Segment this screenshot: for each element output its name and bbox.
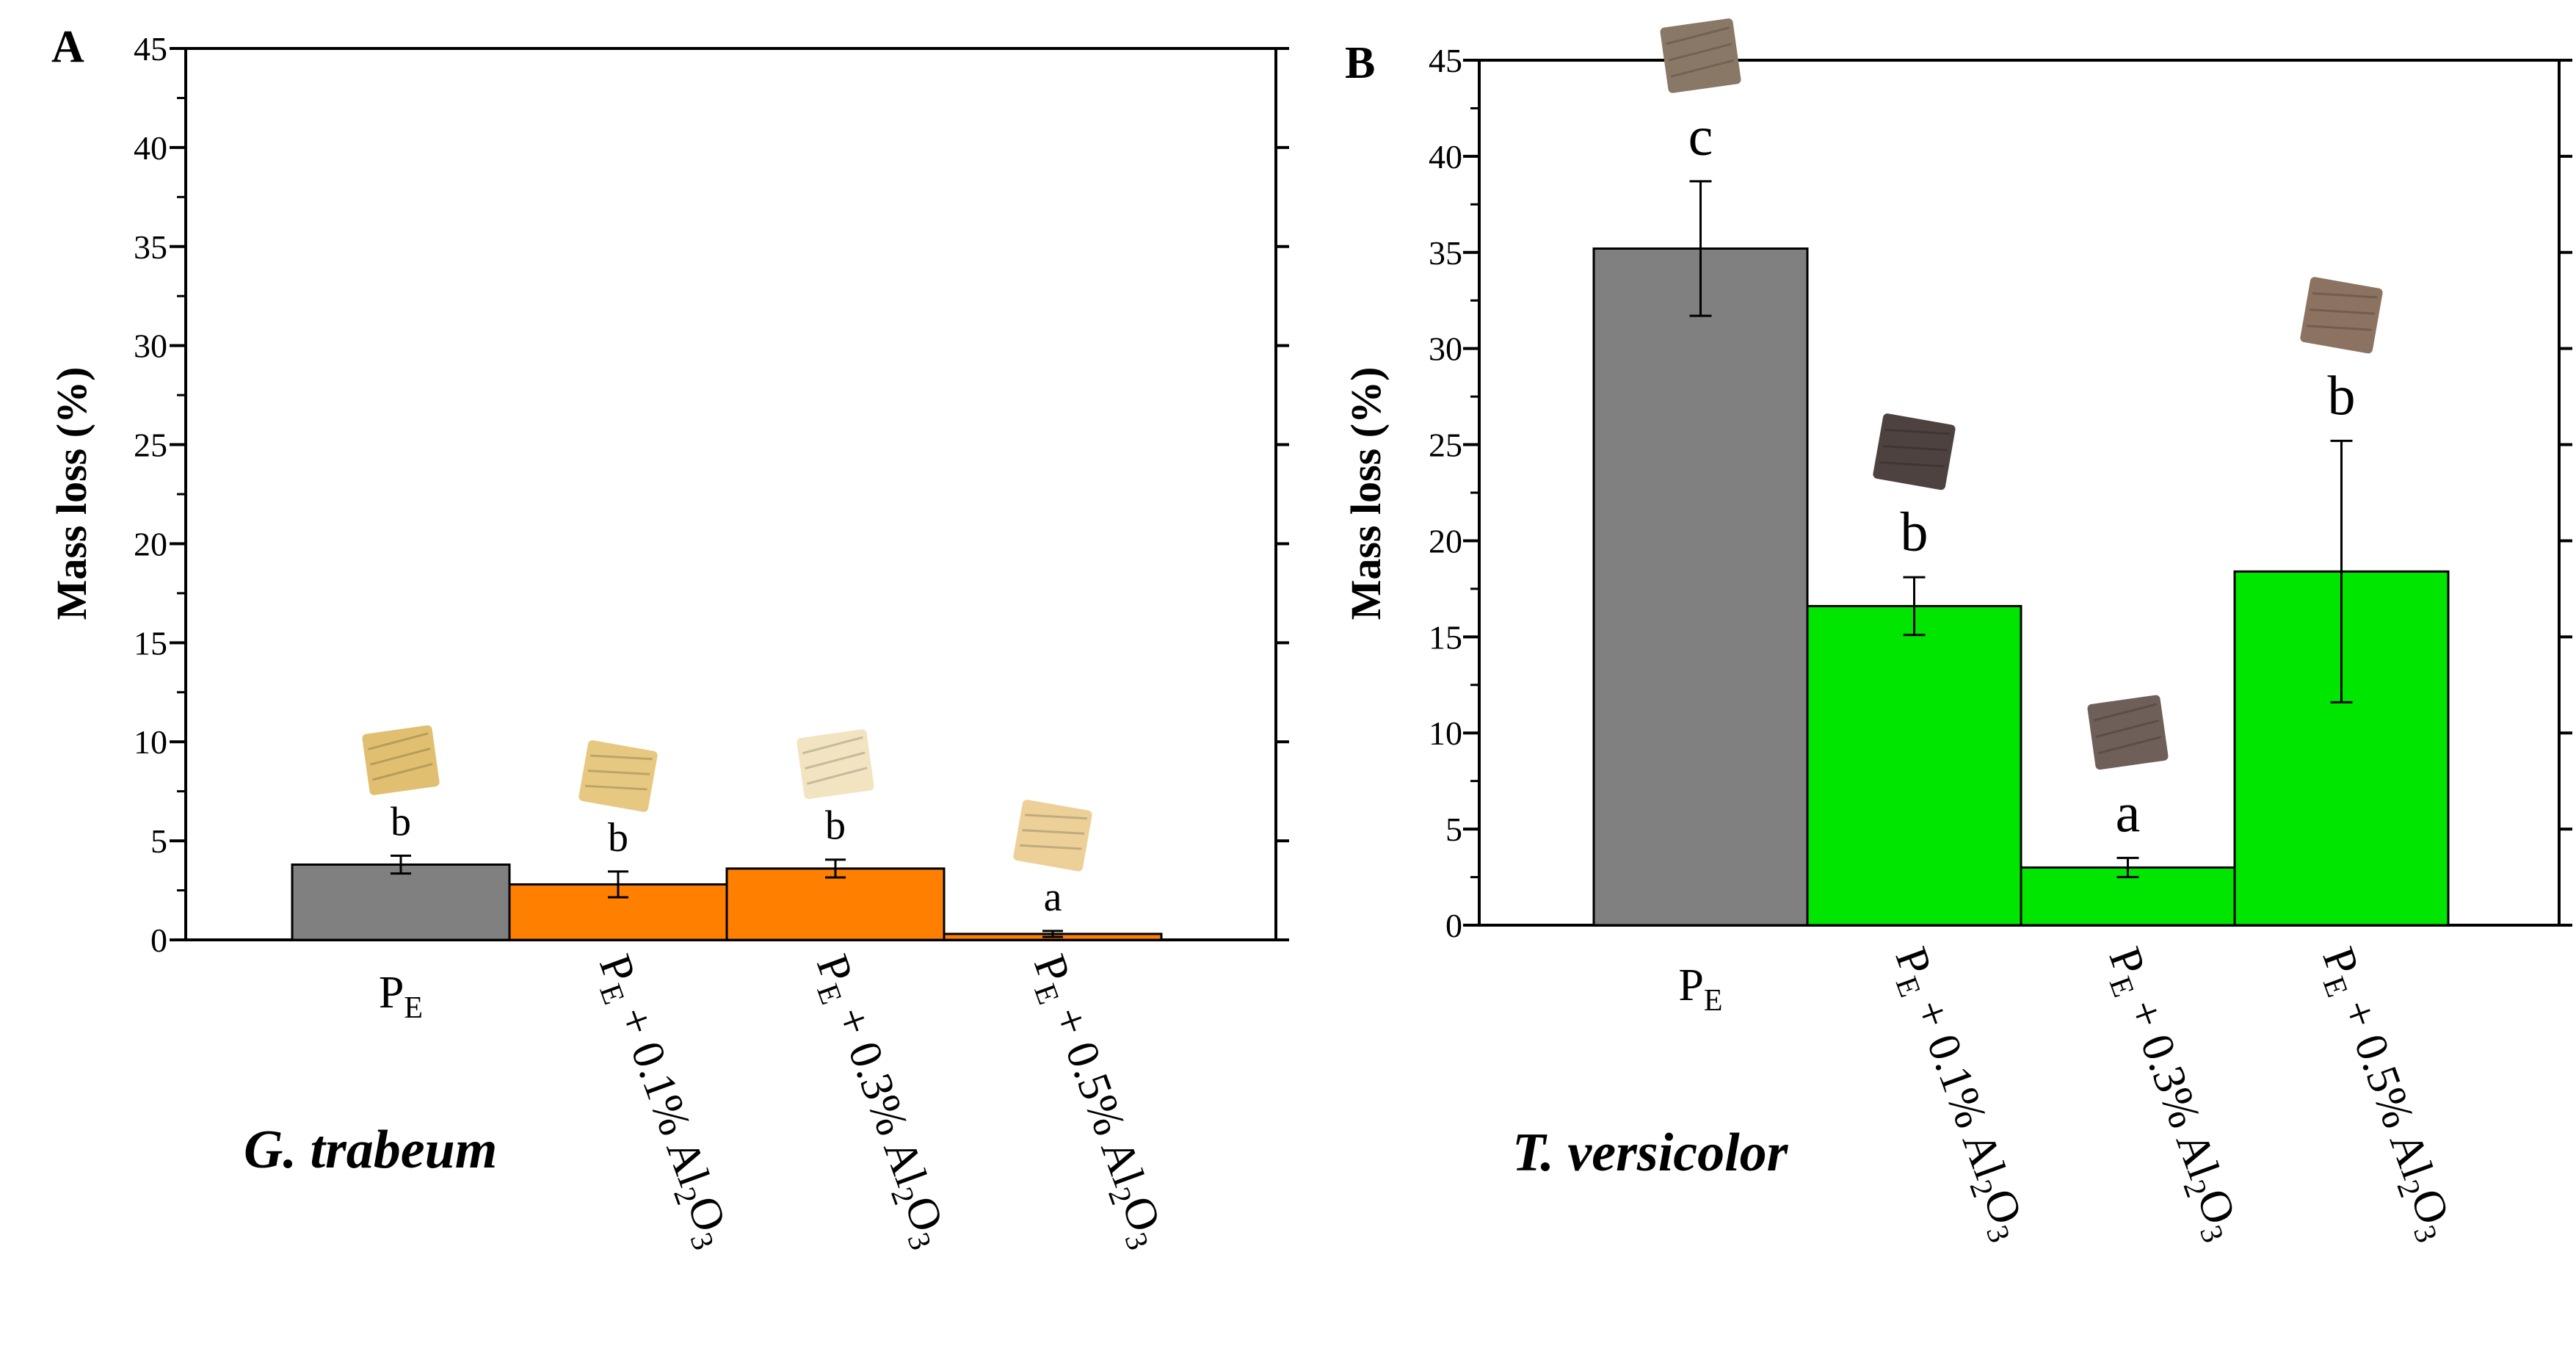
sample-photo bbox=[797, 729, 874, 800]
y-tick-label: 0 bbox=[150, 922, 167, 959]
error-bar bbox=[1689, 180, 1712, 317]
y-tick-label: 45 bbox=[1429, 42, 1462, 79]
panel-a-bars bbox=[291, 863, 1163, 941]
panel-a-letter: A bbox=[51, 22, 84, 72]
category-label: PE + 0.5% Al2O3 bbox=[2307, 941, 2464, 1248]
panel-b-significance-letters: c b a b bbox=[1688, 106, 2356, 844]
sample-photo bbox=[1660, 18, 1741, 93]
significance-letter: a bbox=[1044, 875, 1062, 920]
panel-b-bars bbox=[1592, 247, 2450, 927]
y-tick-label: 10 bbox=[1429, 714, 1462, 752]
panel-b-chart: B 0 5 10 15 20 25 30 35 40 45 c b a b PE PE + 0.1% Al… bbox=[1342, 18, 2572, 1248]
panel-a-error-bars bbox=[391, 854, 1063, 938]
panel-b-letter: B bbox=[1345, 38, 1375, 88]
y-tick-label: 40 bbox=[1429, 138, 1462, 175]
y-tick-label: 30 bbox=[134, 327, 167, 365]
panel-a-plot-frame bbox=[184, 47, 1277, 941]
y-tick-label: 30 bbox=[1429, 330, 1462, 368]
category-label: PE + 0.5% Al2O3 bbox=[1018, 949, 1175, 1255]
error-bar bbox=[2116, 856, 2139, 879]
error-bar bbox=[1042, 930, 1063, 938]
significance-letter: c bbox=[1688, 106, 1713, 167]
panel-a-significance-letters: b b b a bbox=[391, 799, 1062, 920]
error-bar bbox=[391, 854, 411, 875]
bar bbox=[1806, 604, 2022, 927]
sample-photo bbox=[362, 725, 440, 795]
category-label: PE + 0.1% Al2O3 bbox=[584, 949, 741, 1255]
y-tick-label: 5 bbox=[150, 822, 167, 860]
sample-photo bbox=[1873, 413, 1956, 490]
significance-letter: b bbox=[825, 803, 846, 849]
panel-b-y-axis-title: Mass loss (%) bbox=[1342, 367, 1390, 620]
significance-letter: b bbox=[608, 815, 628, 861]
panel-b-y-ticks: 0 5 10 15 20 25 30 35 40 45 bbox=[1429, 42, 2572, 944]
significance-letter: b bbox=[2328, 365, 2356, 427]
bar bbox=[1592, 247, 1809, 927]
y-tick-label: 25 bbox=[1429, 427, 1462, 464]
error-bar bbox=[1903, 576, 1926, 637]
y-tick-label: 40 bbox=[134, 129, 167, 167]
panel-a-y-axis-title: Mass loss (%) bbox=[48, 367, 95, 620]
y-tick-label: 25 bbox=[134, 427, 167, 464]
y-tick-label: 15 bbox=[134, 624, 167, 662]
significance-letter: b bbox=[1901, 502, 1929, 563]
y-tick-label: 10 bbox=[134, 723, 167, 761]
panel-a-organism-label: G. trabeum bbox=[244, 1120, 497, 1180]
panel-b-error-bars bbox=[1689, 180, 2353, 879]
y-tick-label: 0 bbox=[1445, 907, 1462, 944]
y-tick-label: 45 bbox=[134, 30, 167, 68]
y-tick-label: 15 bbox=[1429, 618, 1462, 656]
bar bbox=[725, 867, 946, 941]
error-bar bbox=[825, 858, 846, 879]
y-tick-label: 35 bbox=[134, 228, 167, 266]
panel-a-category-labels: PE PE + 0.1% Al2O3 PE + 0.3% Al2O3 PE + 0.5… bbox=[379, 949, 1175, 1255]
panel-b-sample-photos bbox=[1660, 18, 2383, 770]
y-tick-label: 35 bbox=[1429, 234, 1462, 272]
category-label: PE + 0.1% Al2O3 bbox=[1880, 941, 2037, 1248]
error-bar bbox=[608, 870, 628, 899]
y-tick-label: 20 bbox=[134, 525, 167, 562]
y-tick-label: 5 bbox=[1445, 811, 1462, 848]
sample-photo bbox=[1013, 800, 1092, 872]
panel-b-organism-label: T. versicolor bbox=[1512, 1123, 1789, 1183]
sample-photo bbox=[578, 740, 658, 812]
bar bbox=[291, 863, 511, 941]
significance-letter: a bbox=[2116, 782, 2141, 844]
category-label: PE bbox=[1678, 960, 1722, 1018]
panel-a-y-ticks: 0 5 10 15 20 25 30 35 40 45 bbox=[134, 30, 1289, 959]
error-bar bbox=[2330, 439, 2353, 703]
panel-a-sample-photos bbox=[362, 725, 1092, 872]
category-label: PE bbox=[379, 968, 423, 1025]
significance-letter: b bbox=[391, 799, 411, 844]
y-tick-label: 20 bbox=[1429, 522, 1462, 560]
sample-photo bbox=[2087, 695, 2169, 770]
panel-b-category-labels: PE PE + 0.1% Al2O3 PE + 0.3% Al2O3 PE + 0.5… bbox=[1678, 941, 2464, 1248]
panel-a-chart: A 0 5 10 15 20 25 30 35 40 45 b b b a PE PE + 0.1% Al… bbox=[48, 22, 1289, 1255]
category-label: PE + 0.3% Al2O3 bbox=[801, 949, 958, 1255]
sample-photo bbox=[2300, 277, 2383, 354]
category-label: PE + 0.3% Al2O3 bbox=[2094, 941, 2251, 1248]
